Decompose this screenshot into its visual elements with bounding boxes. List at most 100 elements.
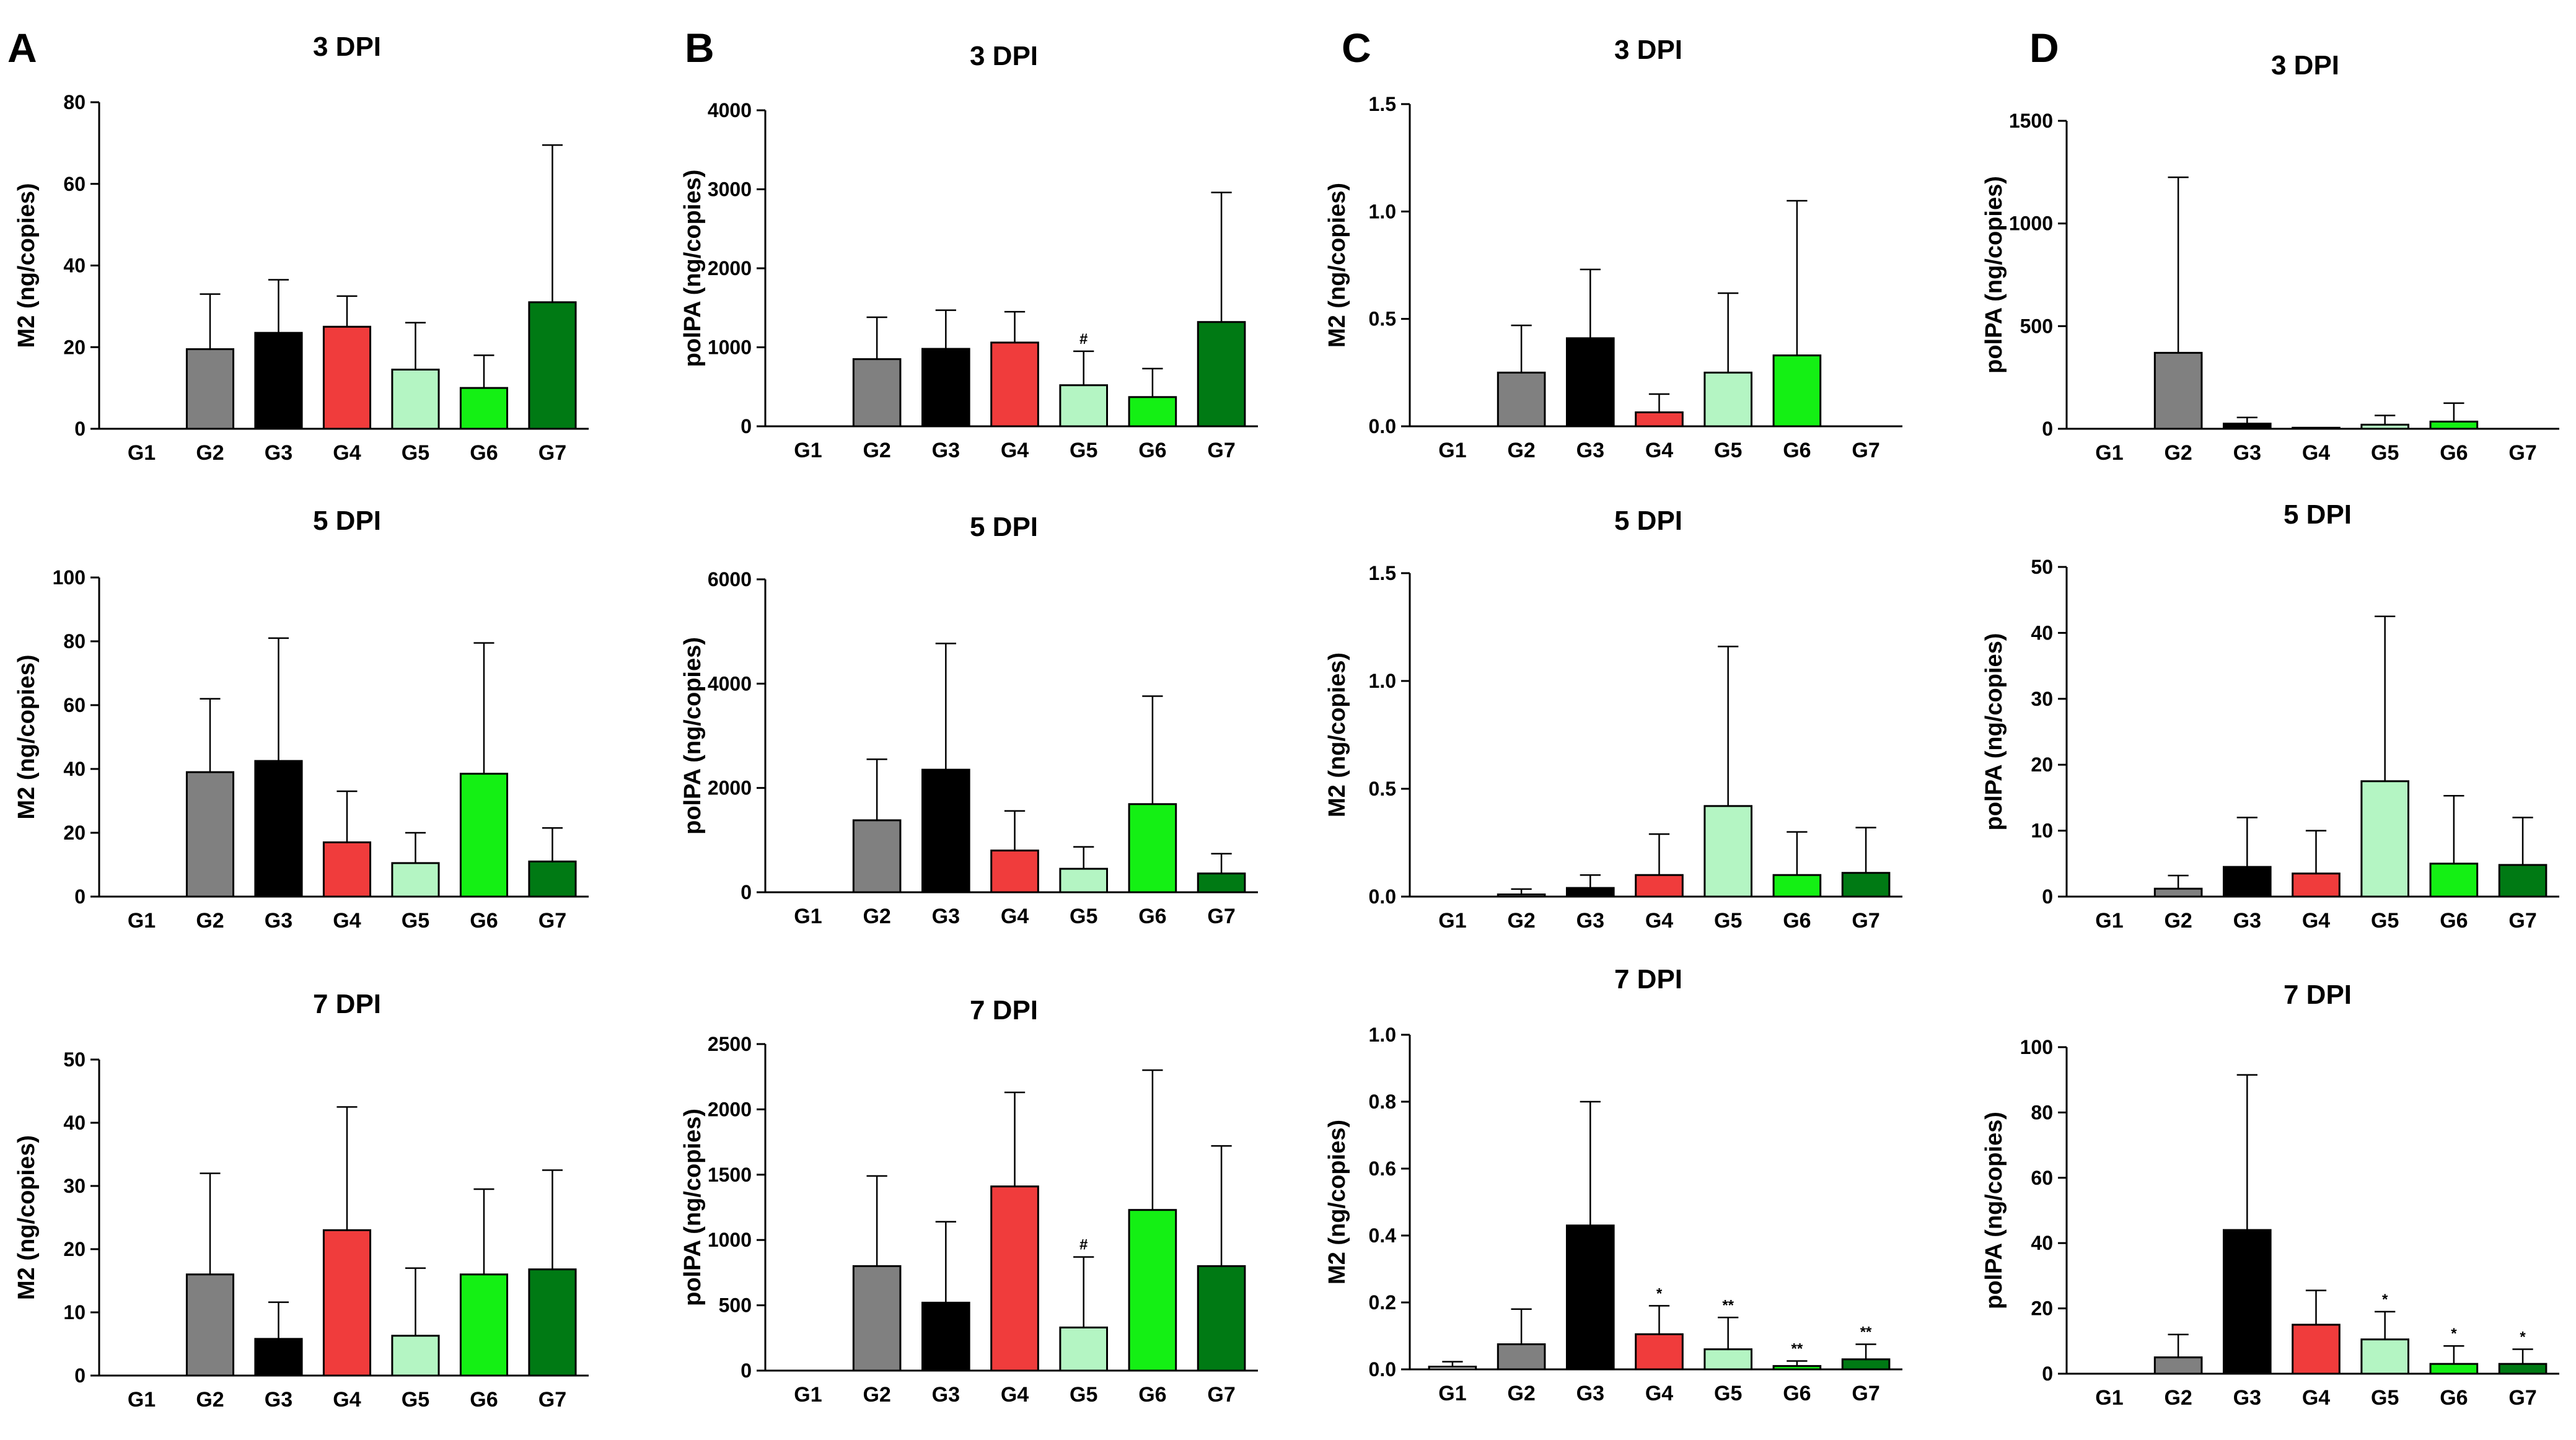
chart-d-5-xtick-g3: G3 [2233,909,2261,933]
chart-b-5-bar-g4 [990,850,1039,893]
chart-c-5-ytick-label: 1.0 [1369,670,1396,692]
chart-a-7-xtick-g7: G7 [538,1388,566,1411]
chart-a-7-ytick-label: 30 [63,1175,86,1197]
chart-c-7-bar-g1 [1428,1366,1477,1371]
chart-c-3-bar-g4 [1635,411,1684,428]
chart-d-5-title: 5 DPI [2284,499,2352,530]
chart-a-7-title: 7 DPI [313,989,381,1019]
chart-a-3-bar-g2 [185,348,235,430]
chart-d-5-bar-g5 [2360,780,2409,898]
chart-b-7-xtick-g6: G6 [1138,1383,1166,1407]
chart-c-3-ylabel: M2 (ng/copies) [1324,183,1350,348]
chart-c-7-xtick-g5: G5 [1714,1382,1742,1405]
chart-b-3-bar-g5 [1059,384,1108,428]
chart-c-7-bar-g2 [1497,1343,1546,1371]
chart-a-7-ytick-label: 20 [63,1238,86,1260]
chart-a-5-ytick-label: 0 [74,885,86,908]
chart-a-3-title: 3 DPI [313,32,381,62]
chart-a-3-ytick-label: 20 [63,336,86,358]
chart-d-7-ytick-label: 20 [2031,1297,2053,1320]
chart-c-7-xtick-g4: G4 [1645,1382,1673,1405]
chart-a-5-bar-g7 [528,860,577,898]
chart-c-3-ytick-label: 0.5 [1369,308,1396,330]
chart-c-3-xtick-g6: G6 [1783,439,1811,462]
chart-b-5-bar-g3 [921,768,970,893]
chart-a-3-bar-g3 [254,331,303,430]
chart-c-5-bar-g3 [1566,887,1615,898]
chart-d-7-bar-g4 [2292,1324,2341,1375]
chart-c-7-xtick-g7: G7 [1852,1382,1879,1405]
chart-c-5-bar-g4 [1635,874,1684,898]
chart-a-5-ylabel: M2 (ng/copies) [14,654,40,819]
chart-b-7-xtick-g5: G5 [1070,1383,1097,1407]
chart-b-7-ytick-label: 1000 [708,1229,752,1251]
chart-a-7-xtick-g2: G2 [196,1388,224,1411]
chart-b-3-xtick-g5: G5 [1070,439,1097,462]
chart-c-3-xtick-g5: G5 [1714,439,1742,462]
chart-c-5-bar-g5 [1703,805,1752,898]
chart-b-7: 7 DPI polPA (ng/copies) 0 500 1000 1500 2000 25… [680,995,1258,1407]
chart-b-5-ytick-label: 6000 [708,568,752,590]
chart-b-5: 5 DPI polPA (ng/copies) 0 2000 4000 6000 G1 G2 G… [680,512,1258,928]
chart-a-3-xtick-g6: G6 [470,441,498,465]
chart-d-5-ytick-label: 40 [2031,621,2053,644]
chart-a-3-ylabel: M2 (ng/copies) [14,183,40,348]
chart-d-5-ytick-label: 30 [2031,688,2053,710]
chart-b-7-xtick-g7: G7 [1207,1383,1235,1407]
chart-d-7-title: 7 DPI [2284,980,2352,1010]
chart-d-7-xtick-g2: G2 [2164,1386,2192,1410]
chart-d-7-xtick-g6: G6 [2440,1386,2468,1410]
chart-b-3-title: 3 DPI [970,41,1038,71]
chart-d-3-bar-g2 [2153,351,2203,430]
chart-c-5-xtick-g2: G2 [1507,909,1535,933]
chart-b-3-bar-g2 [852,358,902,428]
chart-b-7-bar-g7 [1197,1265,1246,1372]
chart-c-7-xtick-g1: G1 [1438,1382,1466,1405]
chart-c-5-title: 5 DPI [1614,506,1682,536]
chart-c-7-bar-g6 [1772,1365,1822,1371]
chart-b-5-xtick-g2: G2 [863,905,890,928]
chart-a-3-xtick-g5: G5 [402,441,429,465]
panel-letter-a: A [7,25,37,71]
chart-b-3-bar-g6 [1128,396,1177,428]
chart-d-5-bar-g6 [2429,863,2479,898]
chart-c-5-bar-g6 [1772,874,1822,898]
chart-c-7-bar-g5 [1703,1348,1752,1371]
chart-a-5-xtick-g6: G6 [470,909,498,933]
chart-c-5-xtick-g1: G1 [1438,909,1466,933]
chart-b-3: 3 DPI polPA (ng/copies) 0 1000 2000 3000 4000 G… [680,41,1258,462]
chart-d-5-xtick-g7: G7 [2508,909,2536,933]
chart-a-7-xtick-g1: G1 [128,1388,156,1411]
chart-c-5-ytick-label: 1.5 [1369,562,1396,584]
chart-d-5-xtick-g4: G4 [2302,909,2330,933]
chart-a-5-xtick-g4: G4 [333,909,361,933]
chart-d-7-bar-g7 [2498,1363,2547,1375]
chart-a-3-ytick-label: 0 [74,418,86,440]
chart-a-5-ytick-label: 40 [63,758,86,780]
chart-c-7-ytick-label: 0.8 [1369,1091,1396,1113]
chart-a-3-xtick-g2: G2 [196,441,224,465]
chart-a-7-bar-g7 [528,1268,577,1377]
chart-a-3-bar-g5 [391,368,440,430]
chart-d-7-bar-g6 [2429,1363,2479,1375]
chart-c-7-sig-g6: ** [1791,1341,1803,1358]
chart-c-7-bar-g3 [1566,1224,1615,1371]
chart-c-7-ytick-label: 0.6 [1369,1157,1396,1180]
chart-a-7-ylabel: M2 (ng/copies) [14,1135,40,1300]
chart-a-5-title: 5 DPI [313,506,381,536]
charts-group: 3 DPI M2 (ng/copies) 0 20 40 60 80 G1 G2 G3 G4 G5 G6… [14,32,2559,1411]
chart-d-3: 3 DPI polPA (ng/copies) 0 500 1000 1500 G1 G2 G3… [1981,50,2559,465]
chart-a-5-ytick-label: 80 [63,630,86,652]
chart-c-7: 7 DPI M2 (ng/copies) 0.0 0.2 0.4 0.6 0.8 1.0 G1 G… [1324,964,1902,1405]
chart-a-7-ytick-label: 40 [63,1112,86,1134]
chart-d-7-ytick-label: 60 [2031,1167,2053,1189]
chart-d-3-ylabel: polPA (ng/copies) [1981,176,2007,374]
chart-b-5-bar-g2 [852,819,902,893]
chart-a-5-ytick-label: 100 [53,566,86,589]
chart-a-5-xtick-g1: G1 [128,909,156,933]
chart-b-7-xtick-g4: G4 [1001,1383,1029,1407]
panel-letter-c: C [1342,25,1371,71]
chart-d-3-xtick-g4: G4 [2302,441,2330,465]
chart-b-7-ytick-label: 1500 [708,1164,752,1186]
